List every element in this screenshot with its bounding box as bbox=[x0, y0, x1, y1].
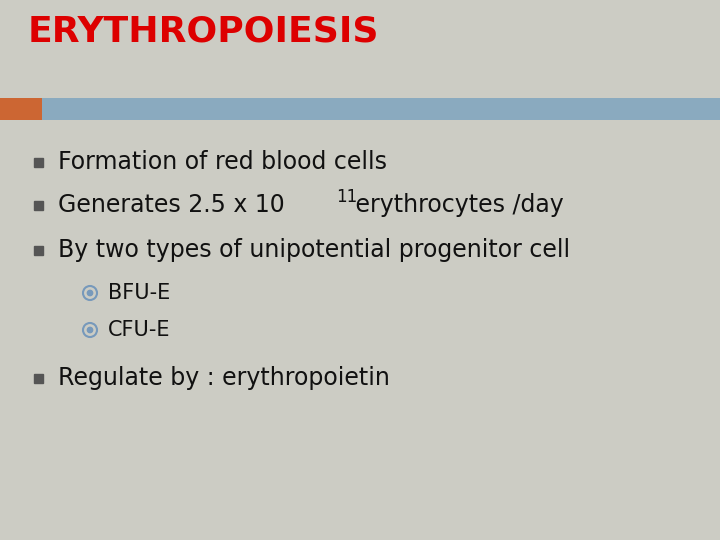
Bar bbox=[34, 374, 42, 382]
Text: CFU-E: CFU-E bbox=[108, 320, 171, 340]
Text: Formation of red blood cells: Formation of red blood cells bbox=[58, 150, 387, 174]
Bar bbox=[34, 200, 42, 210]
Bar bbox=[34, 246, 42, 254]
Circle shape bbox=[87, 291, 93, 296]
Text: ERYTHROPOIESIS: ERYTHROPOIESIS bbox=[28, 15, 379, 49]
Text: Regulate by : erythropoietin: Regulate by : erythropoietin bbox=[58, 366, 390, 390]
Circle shape bbox=[87, 327, 93, 333]
Text: Generates 2.5 x 10: Generates 2.5 x 10 bbox=[58, 193, 284, 217]
Bar bbox=[34, 158, 42, 166]
Bar bbox=[42, 98, 720, 120]
Text: BFU-E: BFU-E bbox=[108, 283, 170, 303]
Text: 11: 11 bbox=[336, 188, 357, 206]
Bar bbox=[0, 98, 42, 120]
Text: By two types of unipotential progenitor cell: By two types of unipotential progenitor … bbox=[58, 238, 570, 262]
Text: erythrocytes /day: erythrocytes /day bbox=[348, 193, 564, 217]
